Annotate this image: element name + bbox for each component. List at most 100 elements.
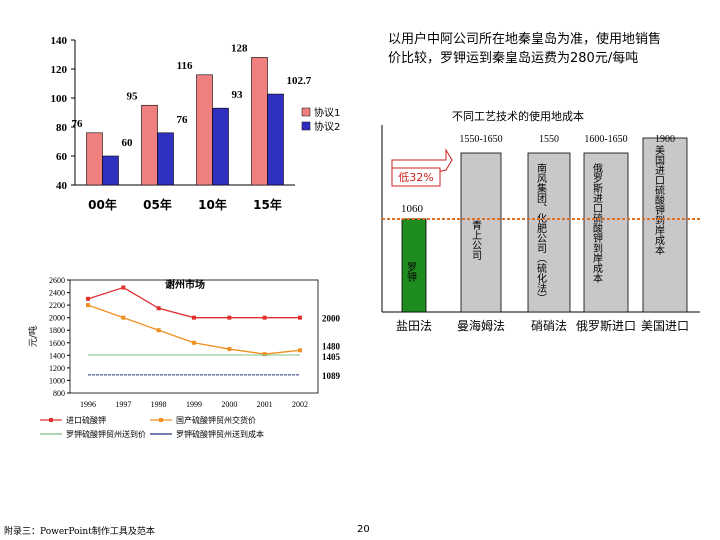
bar-category-label: 15年 (253, 197, 282, 212)
bar-1-3 (267, 93, 284, 186)
bar-value-label: 128 (231, 42, 248, 54)
bar-y-tick-label: 140 (51, 35, 68, 47)
cost-top-label-3: 1600-1650 (584, 134, 627, 145)
bar-value-label: 116 (177, 60, 193, 72)
line-point-1-5 (262, 352, 267, 357)
bar-1-1 (157, 132, 174, 186)
cost-bar-4 (642, 137, 688, 313)
line-x-tick-label: 2000 (221, 400, 237, 409)
line-legend-label-3: 罗钾硫酸钾贸州送到成本 (176, 429, 264, 439)
legend-swatch-0 (301, 107, 311, 117)
cost-bar-3 (583, 152, 629, 313)
bar-x-axis-title: 谢州市场 (165, 278, 205, 291)
legend-label-0: 协议1 (314, 106, 340, 119)
cost-category-label-0: 盐田法 (396, 319, 432, 333)
cost-annotation-arrow (391, 148, 453, 183)
cost-bar-text-2: 南风集团、化肥公司（硫化法） (535, 162, 547, 303)
line-legend-label-2: 罗钾硫酸钾贸州送到价 (66, 429, 146, 439)
line-y-tick-label: 1600 (49, 339, 65, 348)
line-point-1-1 (121, 315, 126, 320)
bar-value-label: 93 (232, 89, 244, 101)
line-end-label: 1405 (322, 352, 341, 362)
bar-y-tick-label: 100 (51, 93, 68, 105)
line-point-0-3 (192, 315, 196, 320)
cost-bar-text-1: 青上公司 (470, 219, 482, 260)
line-x-tick-label: 1996 (80, 400, 96, 409)
bar-category-label: 10年 (198, 197, 227, 212)
legend-swatch-1 (301, 121, 311, 131)
cost-category-label-4: 美国进口 (641, 319, 689, 333)
bar-1-2 (212, 107, 229, 186)
line-y-tick-label: 2600 (49, 276, 65, 285)
cost-bar-text-4: 美国进口硫酸钾到岸成本 (653, 144, 665, 256)
line-x-tick-label: 2001 (257, 400, 273, 409)
line-y-tick-label: 1000 (49, 376, 65, 385)
cost-bar-text-0: 罗钾 (405, 262, 417, 283)
line-point-0-6 (298, 315, 302, 320)
cost-annotation-box (391, 167, 441, 187)
line-y-axis-title: 元/吨 (27, 326, 39, 347)
cost-top-label-1: 1550-1650 (459, 134, 502, 145)
cost-annotation-text: 低32% (398, 171, 433, 184)
bar-1-0 (102, 155, 119, 186)
bar-value-label: 95 (127, 90, 139, 102)
cost-category-label-3: 俄罗斯进口 (576, 319, 636, 333)
line-point-0-2 (156, 306, 161, 311)
line-y-tick-label: 1800 (49, 326, 65, 335)
line-legend-marker-1 (159, 418, 163, 422)
line-point-1-0 (86, 303, 90, 308)
bar-y-tick-label: 40 (56, 180, 68, 192)
line-point-0-5 (262, 315, 267, 320)
cost-bar-value-label: 1060 (401, 203, 424, 215)
cost-chart-title: 不同工艺技术的使用地成本 (452, 110, 584, 123)
line-point-1-2 (156, 328, 161, 333)
cost-bar-0 (401, 218, 427, 313)
line-x-tick-label: 1997 (115, 400, 131, 409)
cost-category-label-2: 硝硝法 (531, 319, 567, 333)
line-point-0-1 (121, 285, 126, 290)
legend-label-1: 协议2 (314, 120, 340, 133)
line-point-1-3 (192, 340, 196, 345)
line-y-tick-label: 2400 (49, 289, 65, 298)
cost-bar-2 (527, 152, 571, 313)
bar-value-label: 76 (72, 118, 84, 130)
cost-top-label-4: 1900 (655, 134, 675, 145)
line-y-tick-label: 2000 (49, 314, 65, 323)
appendix-label: 附录三：PowerPoint制作工具及范本 (4, 527, 155, 537)
cost-top-label-2: 1550 (539, 134, 559, 145)
line-end-label: 2000 (322, 314, 341, 324)
bar-y-tick-label: 60 (56, 151, 68, 163)
cost-category-label-1: 曼海姆法 (457, 318, 505, 333)
cost-bar-text-3: 俄罗斯进口硫酸钾到岸成本 (591, 163, 603, 284)
line-y-tick-label: 1400 (49, 351, 65, 360)
note-text: 以用户中阿公司所在地秦皇岛为准，使用地销售价比较，罗钾运到秦皇岛运费为280元/… (388, 32, 662, 66)
line-legend-label-1: 国产硫酸钾贸州交货价 (176, 415, 256, 425)
line-legend-label-0: 进口硫酸钾 (66, 415, 106, 425)
line-point-0-4 (227, 315, 232, 320)
line-legend-marker-0 (49, 418, 53, 422)
line-plot-frame (69, 279, 319, 394)
line-x-tick-label: 1998 (151, 400, 167, 409)
cost-bar-1 (460, 152, 502, 313)
line-x-tick-label: 1999 (186, 400, 202, 409)
line-point-1-6 (298, 348, 302, 353)
bar-y-tick-label: 120 (51, 64, 68, 76)
line-x-tick-label: 2002 (292, 400, 308, 409)
bar-value-label: 60 (122, 137, 134, 149)
line-point-1-4 (227, 347, 232, 352)
line-point-0-0 (86, 296, 90, 301)
line-y-tick-label: 800 (53, 389, 65, 398)
line-y-tick-label: 2200 (49, 301, 65, 310)
line-end-label: 1089 (322, 371, 341, 381)
line-y-tick-label: 1200 (49, 364, 65, 373)
bar-category-label: 05年 (143, 197, 172, 212)
bar-y-tick-label: 80 (56, 122, 68, 134)
bar-value-label: 102.7 (287, 75, 312, 87)
line-end-label: 1480 (322, 341, 341, 351)
bar-category-label: 00年 (88, 197, 117, 212)
bar-value-label: 76 (177, 114, 189, 126)
page-number: 20 (357, 524, 370, 535)
